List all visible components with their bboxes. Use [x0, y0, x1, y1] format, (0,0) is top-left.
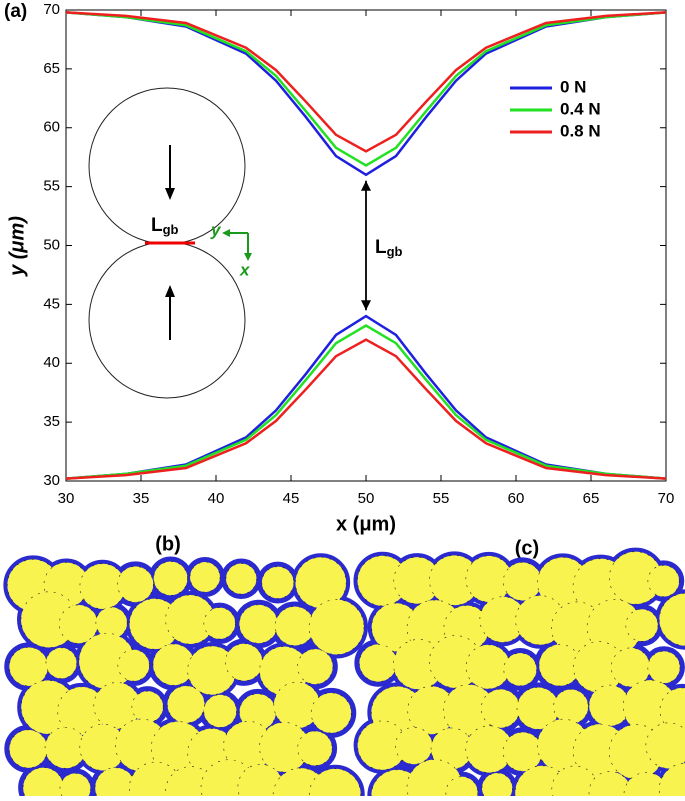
arrowhead	[361, 300, 371, 311]
x-tick-label: 70	[658, 490, 675, 507]
panel-label: (c)	[515, 537, 539, 559]
y-tick-label: 35	[43, 413, 60, 430]
grain	[203, 694, 237, 728]
y-tick-label: 50	[43, 236, 60, 253]
annotation: Lgb	[375, 237, 403, 259]
x-tick-label: 55	[433, 490, 450, 507]
y-tick-label: 30	[43, 472, 60, 489]
grain	[225, 563, 257, 595]
arrowhead	[165, 188, 175, 200]
grain	[225, 643, 263, 682]
x-tick-label: 60	[508, 490, 525, 507]
grain	[117, 649, 150, 682]
legend-label: 0.8 N	[560, 121, 601, 140]
grain	[465, 644, 511, 690]
y-tick-label: 45	[43, 295, 60, 312]
grain	[659, 687, 685, 733]
line	[65, 324, 667, 480]
x-tick-label: 50	[358, 490, 375, 507]
grain	[309, 768, 362, 801]
grain-circle	[88, 241, 246, 399]
arrowhead	[165, 285, 175, 297]
x-axis-label: x (μm)	[336, 513, 396, 535]
annotation-subscript: gb	[163, 222, 179, 237]
grain	[553, 689, 589, 725]
x-tick-label: 35	[133, 490, 150, 507]
annotation-text: L	[375, 237, 387, 258]
grain	[261, 566, 295, 599]
annotation: x	[239, 260, 251, 279]
grain	[395, 726, 433, 765]
x-tick-label: 65	[583, 490, 600, 507]
annotation: y	[210, 220, 222, 239]
grain	[625, 608, 659, 642]
grain	[238, 604, 279, 644]
grain	[8, 647, 49, 687]
grain	[59, 773, 91, 801]
y-tick-label: 40	[43, 354, 60, 371]
grain	[647, 650, 681, 684]
grain	[167, 685, 205, 724]
grain	[503, 652, 537, 687]
grain	[274, 606, 315, 646]
grain	[359, 644, 398, 683]
line	[65, 11, 667, 153]
grain	[310, 692, 352, 734]
grain-circle	[88, 87, 246, 245]
x-tick-label: 45	[283, 490, 300, 507]
grain	[445, 776, 479, 801]
annotation-subscript: gb	[387, 244, 403, 259]
y-tick-label: 60	[43, 119, 60, 136]
y-tick-label: 55	[43, 178, 60, 195]
inset	[88, 87, 252, 399]
grain	[480, 688, 521, 729]
line	[65, 11, 667, 177]
grain	[153, 561, 188, 596]
grain	[203, 607, 236, 640]
grain	[659, 593, 685, 646]
arrowhead	[361, 180, 371, 191]
microstructure	[353, 547, 685, 801]
y-tick-label: 65	[43, 60, 60, 77]
x-tick-label: 30	[58, 490, 75, 507]
panel-label: (b)	[155, 533, 181, 555]
grain	[45, 647, 77, 679]
grain	[117, 566, 154, 603]
legend-label: 0 N	[560, 77, 586, 96]
arrowhead	[222, 229, 252, 261]
grain	[645, 722, 685, 769]
grain	[189, 561, 221, 593]
annotation-text: L	[151, 215, 163, 236]
grain	[481, 772, 513, 801]
microstructure	[3, 553, 368, 801]
grain	[297, 730, 333, 766]
grain	[131, 690, 164, 723]
grain	[297, 648, 334, 685]
annotation: Lgb	[151, 215, 179, 237]
y-axis-label: y (μm)	[6, 216, 28, 277]
line	[65, 11, 667, 167]
grain	[295, 556, 347, 609]
grain	[503, 562, 542, 601]
grain	[658, 762, 685, 801]
grain	[647, 565, 680, 597]
line	[65, 314, 667, 480]
line	[65, 338, 667, 480]
legend-label: 0.4 N	[560, 99, 601, 118]
grain	[9, 729, 48, 769]
x-tick-label: 40	[208, 490, 225, 507]
grain	[308, 599, 365, 655]
y-tick-label: 70	[43, 1, 60, 18]
panel-label: (a)	[4, 1, 27, 22]
grain	[502, 731, 543, 772]
